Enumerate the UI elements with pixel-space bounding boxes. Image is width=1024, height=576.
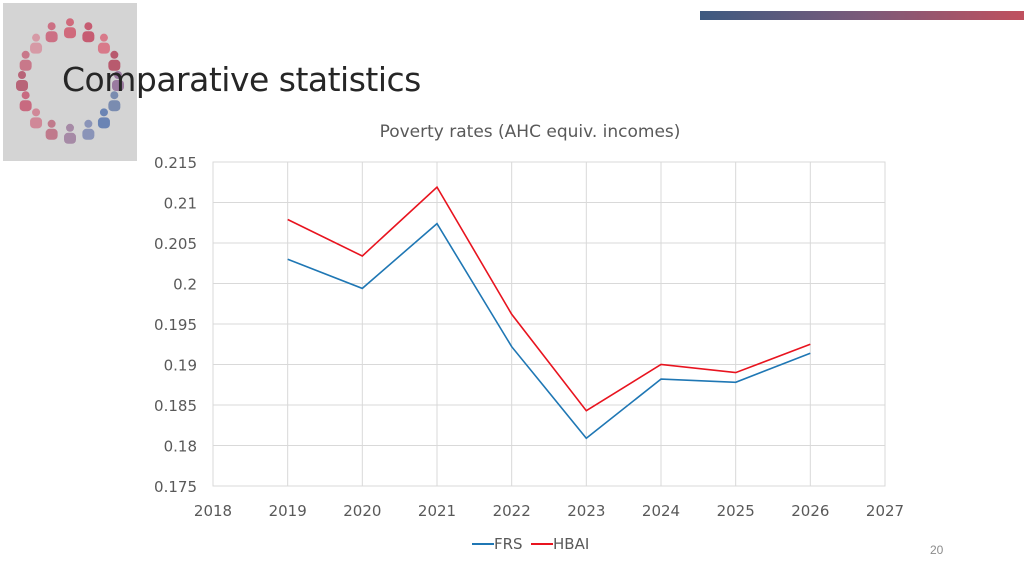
y-tick-label: 0.2 — [173, 276, 197, 294]
y-tick-label: 0.19 — [164, 357, 197, 375]
series-line-hbai — [287, 185, 811, 412]
person-figure-icon — [64, 18, 76, 39]
x-tick-label: 2021 — [418, 502, 456, 520]
x-tick-label: 2025 — [717, 502, 755, 520]
person-figure-icon — [108, 91, 121, 112]
y-tick-label: 0.195 — [154, 316, 197, 334]
person-figure-icon — [19, 91, 32, 112]
x-tick-label: 2018 — [194, 502, 232, 520]
person-figure-icon — [16, 71, 28, 91]
y-tick-label: 0.215 — [154, 154, 197, 172]
chart-title: Poverty rates (AHC equiv. incomes) — [380, 122, 681, 142]
page-title: Comparative statistics — [62, 60, 421, 99]
person-figure-icon — [97, 33, 110, 54]
person-figure-icon — [108, 50, 121, 71]
legend-label-hbai: HBAI — [553, 535, 589, 553]
y-tick-label: 0.18 — [164, 438, 197, 456]
people-circle-logo — [3, 3, 137, 161]
y-tick-label: 0.205 — [154, 235, 197, 253]
series-line-frs — [287, 222, 811, 440]
person-figure-icon — [45, 119, 58, 140]
person-figure-icon — [82, 119, 95, 140]
x-tick-label: 2020 — [343, 502, 381, 520]
person-figure-icon — [64, 123, 76, 144]
person-figure-icon — [97, 108, 110, 129]
y-tick-label: 0.21 — [164, 195, 197, 213]
person-figure-icon — [45, 22, 58, 43]
x-tick-label: 2023 — [567, 502, 605, 520]
accent-bar — [700, 11, 1024, 20]
y-tick-label: 0.175 — [154, 478, 197, 496]
x-tick-label: 2024 — [642, 502, 680, 520]
person-figure-icon — [82, 22, 95, 43]
y-tick-label: 0.185 — [154, 397, 197, 415]
legend-label-frs: FRS — [494, 535, 523, 553]
x-tick-label: 2019 — [269, 502, 307, 520]
x-tick-label: 2027 — [866, 502, 904, 520]
slide-number: 20 — [930, 543, 944, 557]
person-figure-icon — [30, 108, 43, 129]
person-figure-icon — [30, 33, 43, 54]
person-figure-icon — [112, 71, 124, 91]
x-tick-label: 2026 — [791, 502, 829, 520]
x-tick-label: 2022 — [493, 502, 531, 520]
person-figure-icon — [19, 50, 32, 71]
